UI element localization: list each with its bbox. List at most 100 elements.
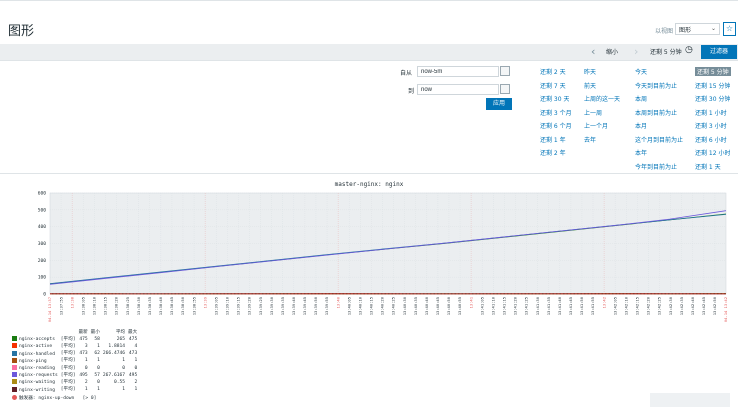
time-range-label[interactable]: 还剩 5 分钟 <box>650 49 682 56</box>
x-tick-label: 13:39:50 <box>313 296 318 315</box>
quick-range-link[interactable]: 前天 <box>584 82 597 90</box>
x-tick-label: 13:41:55 <box>590 297 595 315</box>
quick-range-link[interactable]: 还剩 2 年 <box>540 150 566 157</box>
calendar-icon[interactable] <box>500 66 510 76</box>
quick-range-link[interactable]: 今天 <box>635 69 648 76</box>
legend-swatch <box>12 357 17 363</box>
x-tick-label: 13:42:45 <box>701 297 706 315</box>
zoom-out-button[interactable]: 缩小 <box>606 49 619 56</box>
legend-agg: [平均] <box>60 351 76 357</box>
x-tick-label: 13:41:30 <box>535 296 540 315</box>
y-tick-label: 300 <box>38 241 47 247</box>
chevron-right-icon: › <box>634 45 639 58</box>
quick-range-link[interactable]: 还剩 6 小时 <box>695 136 727 144</box>
legend-header-row: 最新 最小 平均 最大 <box>12 330 140 336</box>
y-tick-label: 400 <box>38 224 47 230</box>
view-as-label: 以视图 <box>655 28 674 35</box>
x-tick-label: 13:40:55 <box>457 297 462 315</box>
legend-max: 2 <box>134 379 138 385</box>
x-tick-label: 13:41:45 <box>568 297 573 315</box>
x-tick-label: 13:38:50 <box>180 296 185 315</box>
time-filter-panel <box>0 61 738 174</box>
legend-swatch <box>12 350 17 356</box>
x-tick-label: 13:42:15 <box>635 297 640 315</box>
x-tick-label: 13:38:35 <box>147 297 152 315</box>
quick-range-link[interactable]: 还剩 12 小时 <box>695 150 731 157</box>
to-input[interactable] <box>417 84 499 95</box>
prev-period-button[interactable]: ‹ <box>591 45 595 58</box>
x-tick-label: 13:38:45 <box>169 297 174 315</box>
view-as-value: 图形 <box>679 27 692 34</box>
legend-agg: [平均] <box>60 358 76 364</box>
x-tick-label: 13:40:20 <box>380 296 385 315</box>
legend-last: 1 <box>84 358 88 364</box>
quick-range-link[interactable]: 本周 <box>635 96 648 103</box>
x-tick-label: 13:42:10 <box>623 296 628 315</box>
legend-row: nginx-writing [平均] 1 1 1 1 <box>12 386 140 394</box>
apply-button[interactable]: 应用 <box>486 98 512 110</box>
legend-series-name: nginx-requests <box>19 373 58 379</box>
quick-range-link[interactable]: 还剩 30 分钟 <box>695 96 731 103</box>
legend-max: 473 <box>128 351 138 357</box>
legend-series-name: nginx-reading <box>19 366 55 372</box>
x-tick-label: 13:38:05 <box>80 297 85 315</box>
legend-last: 475 <box>79 336 88 342</box>
x-tick-label: 13:41:40 <box>557 296 562 315</box>
quick-range-link[interactable]: 还剩 7 天 <box>540 82 566 90</box>
quick-range-link[interactable]: 本月 <box>635 123 648 130</box>
x-tick-label: 13:40:35 <box>413 297 418 315</box>
quick-range-link[interactable]: 今天到目前为止 <box>635 82 678 90</box>
x-tick-label: 13:38:40 <box>158 296 163 315</box>
quick-range-link[interactable]: 还剩 30 天 <box>540 96 570 103</box>
x-tick-label: 13:41:50 <box>579 296 584 315</box>
quick-range-link[interactable]: 今年到目前为止 <box>635 163 678 171</box>
next-period-button[interactable]: › <box>634 45 638 58</box>
quick-range-link[interactable]: 还剩 15 分钟 <box>695 82 731 90</box>
quick-range-link[interactable]: 还剩 3 个月 <box>540 109 572 117</box>
filter-tab[interactable]: 过滤器 <box>701 45 737 59</box>
from-input[interactable] <box>417 66 499 77</box>
quick-range-link[interactable]: 还剩 5 分钟 <box>695 67 731 76</box>
quick-range-link[interactable]: 本年 <box>635 150 648 157</box>
quick-range-link[interactable]: 还剩 1 天 <box>695 163 721 171</box>
quick-range-link[interactable]: 还剩 6 个月 <box>540 123 572 130</box>
quick-range-link[interactable]: 昨天 <box>584 69 597 76</box>
y-tick-label: 600 <box>38 191 47 197</box>
quick-range-link[interactable]: 上一个月 <box>584 123 609 130</box>
x-tick-label: 13:42:25 <box>657 297 662 315</box>
x-tick-label: 13:41:25 <box>524 297 529 315</box>
quick-range-link[interactable]: 还剩 2 天 <box>540 69 566 76</box>
legend-last: 495 <box>79 372 88 378</box>
quick-range-link[interactable]: 本周到目前为止 <box>635 109 678 117</box>
favorite-star-button[interactable]: ☆ <box>723 22 736 36</box>
legend-avg: 267.6167 <box>102 372 126 378</box>
legend-row: nginx-waiting [平均] 2 0 0.55 2 <box>12 379 140 386</box>
x-tick-label: 13:39:40 <box>291 296 296 315</box>
x-tick-label: 13:42:40 <box>690 296 695 315</box>
quick-range-link[interactable]: 上一周 <box>584 109 603 117</box>
legend-min: 1 <box>97 343 100 349</box>
legend-min: 0 <box>97 365 100 371</box>
star-icon: ☆ <box>725 24 734 33</box>
legend-agg: [平均] <box>60 336 76 342</box>
quick-range-link[interactable]: 还剩 1 年 <box>540 136 566 144</box>
legend-max: 475 <box>128 336 138 342</box>
x-tick-label: 13:40:05 <box>346 297 351 315</box>
x-tick-label: 13:39:35 <box>280 297 285 315</box>
legend-avg: 0 <box>122 365 126 371</box>
quick-range-link[interactable]: 还剩 3 小时 <box>695 123 727 130</box>
calendar-icon[interactable] <box>500 84 510 94</box>
quick-range-link[interactable]: 还剩 1 小时 <box>695 109 727 117</box>
x-tick-label: 13:39:15 <box>236 297 241 315</box>
quick-range-link[interactable]: 上周的这一天 <box>584 96 621 103</box>
quick-range-link[interactable]: 去年 <box>584 136 597 144</box>
series-line-nginx-requests <box>49 210 727 285</box>
legend-agg: [平均] <box>60 365 76 371</box>
x-tick-label: 13:41:10 <box>490 296 495 315</box>
y-tick-label: 0 <box>43 292 46 298</box>
quick-range-link[interactable]: 这个月到目前为止 <box>635 136 684 144</box>
x-tick-label: 13:41 <box>468 296 473 308</box>
view-as-select[interactable]: 图形 ⌄ <box>675 23 720 35</box>
x-tick-label: 13:40:40 <box>424 296 429 315</box>
legend-swatch <box>12 372 17 378</box>
